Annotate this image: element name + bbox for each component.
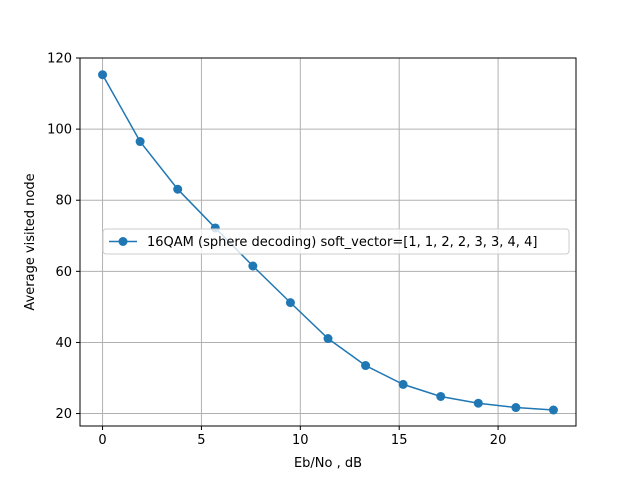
legend: 16QAM (sphere decoding) soft_vector=[1, … [102, 228, 570, 255]
data-point [361, 361, 371, 371]
data-point [511, 403, 521, 413]
x-tick-label: 0 [98, 433, 106, 448]
y-tick-label: 60 [55, 265, 72, 280]
x-tick-label: 15 [391, 433, 408, 448]
data-point [548, 405, 558, 415]
x-tick-label: 20 [490, 433, 507, 448]
ticks: 0 5 10 15 20 20 40 60 80 100 120 [47, 52, 506, 449]
data-point [98, 70, 108, 80]
legend-entry: 16QAM (sphere decoding) soft_vector=[1, … [147, 235, 537, 250]
y-axis-label: Average visited node [23, 173, 38, 310]
data-point [323, 334, 333, 344]
y-tick-label: 80 [55, 194, 72, 209]
y-tick-label: 120 [47, 52, 72, 67]
series-layer [98, 70, 558, 415]
x-tick-label: 10 [292, 433, 309, 448]
y-tick-label: 100 [47, 123, 72, 138]
data-point [436, 391, 446, 401]
data-point [248, 261, 258, 271]
x-axis-label: Eb/No , dB [294, 456, 362, 471]
data-point [398, 379, 408, 389]
data-point [173, 184, 183, 194]
y-tick-label: 20 [55, 407, 72, 422]
y-tick-label: 40 [55, 336, 72, 351]
legend-box [102, 228, 570, 255]
x-tick-label: 5 [197, 433, 205, 448]
legend-marker-swatch [118, 237, 128, 246]
data-point [135, 137, 145, 147]
data-point [473, 398, 483, 408]
data-point [285, 298, 295, 308]
axes-frame [79, 57, 577, 427]
